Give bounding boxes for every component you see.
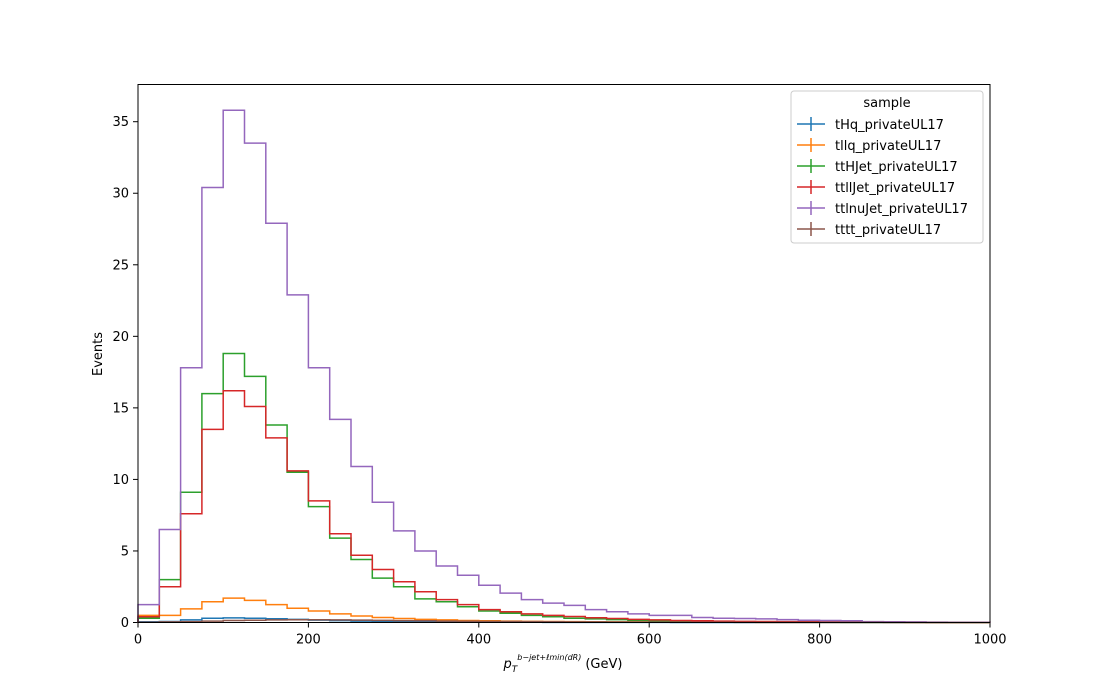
legend-label: ttllJet_privateUL17 — [835, 181, 955, 196]
series-step-3 — [137, 352, 990, 624]
legend-items: tHq_privateUL17 tllq_privateUL17 ttHJet_pr… — [797, 117, 968, 238]
y-tick-label: 30 — [112, 187, 129, 202]
legend: sample tHq_privateUL17 tllq_privateUL17tt… — [790, 90, 984, 244]
x-axis-label: pTb−jet+ℓmin(dR) (GeV) — [503, 653, 623, 675]
y-tick-label: 25 — [112, 258, 129, 273]
plot-frame — [137, 84, 991, 623]
x-axis-label-sub: T — [512, 665, 519, 675]
legend-box — [790, 90, 984, 244]
x-tick-label: 800 — [807, 633, 832, 648]
x-axis-label-base: p — [503, 657, 512, 672]
series-step-4 — [137, 389, 991, 624]
legend-label: ttlnuJet_privateUL17 — [835, 202, 968, 217]
x-tick-label: 200 — [296, 633, 321, 648]
x-axis-label-sup: b−jet+ℓmin(dR) — [517, 653, 581, 662]
y-tick-label: 5 — [121, 544, 129, 559]
x-tick-label: 1000 — [973, 633, 1006, 648]
legend-item: ttllJet_privateUL17 — [797, 180, 955, 196]
legend-label: tttt_privateUL17 — [835, 223, 941, 238]
y-tick-label: 15 — [112, 401, 129, 416]
y-axis-label: Events — [91, 332, 106, 376]
y-tick-label: 10 — [112, 473, 129, 488]
axis-ticks: 0 200 400 600 800 1000 0 5 10 15 20 25 30 35 — [112, 115, 1006, 647]
x-axis-label-unit: (GeV) — [585, 657, 622, 672]
y-tick-label: 20 — [112, 330, 129, 345]
legend-label: ttHJet_privateUL17 — [835, 160, 958, 175]
x-tick-label: 0 — [134, 633, 142, 648]
legend-item: ttHJet_privateUL17 — [797, 159, 958, 175]
legend-item: ttlnuJet_privateUL17 — [797, 201, 968, 217]
legend-title: sample — [863, 96, 910, 111]
y-tick-label: 35 — [112, 115, 129, 130]
legend-item: tllq_privateUL17 — [797, 138, 941, 154]
legend-item: tHq_privateUL17 — [797, 117, 944, 133]
x-tick-label: 400 — [466, 633, 491, 648]
y-tick-label: 0 — [121, 616, 129, 631]
series-step-5 — [137, 109, 991, 623]
legend-label: tllq_privateUL17 — [835, 139, 941, 154]
legend-label: tHq_privateUL17 — [835, 118, 944, 133]
legend-item: tttt_privateUL17 — [797, 222, 941, 238]
x-tick-label: 600 — [637, 633, 662, 648]
